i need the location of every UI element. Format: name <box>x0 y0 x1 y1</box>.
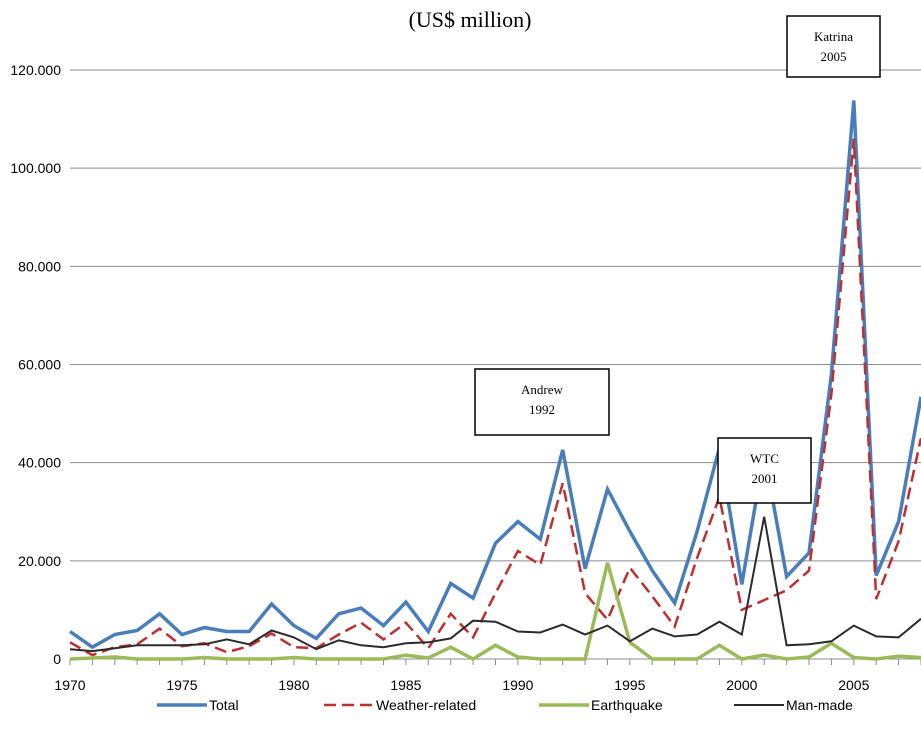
x-tick-label: 2000 <box>726 677 757 693</box>
x-tick-label: 1970 <box>54 677 85 693</box>
annotation-label: WTC <box>750 451 779 466</box>
y-tick-label: 80.000 <box>18 258 61 274</box>
y-tick-label: 120.000 <box>10 62 61 78</box>
series-line-man-made <box>69 516 921 653</box>
annotation-label: Andrew <box>521 382 563 397</box>
series-line-weather-related <box>69 138 921 657</box>
x-tick-label: 1990 <box>502 677 533 693</box>
x-tick-label: 1980 <box>278 677 309 693</box>
annotation-label: 2005 <box>821 49 847 64</box>
series-line-earthquake <box>69 562 921 662</box>
legend: Total Weather-related Earthquake Man-made <box>157 697 853 713</box>
annotation-label: 2001 <box>752 471 778 486</box>
annotation-frame <box>786 15 881 78</box>
y-tick-label: 60.000 <box>18 357 61 373</box>
x-tick-label: 2005 <box>838 677 869 693</box>
legend-label: Earthquake <box>591 697 663 713</box>
annotation-frame <box>474 368 610 436</box>
legend-item: Total <box>157 697 239 713</box>
series-lines <box>68 100 921 662</box>
legend-item: Man-made <box>734 697 853 713</box>
annotation-box: WTC 2001 <box>717 437 812 504</box>
annotation-box: Katrina 2005 <box>786 15 881 78</box>
legend-label: Total <box>209 697 239 713</box>
legend-item: Earthquake <box>539 697 663 713</box>
axes: 0 20.000 40.000 60.000 80.000 100.000 120.000 1… <box>10 62 921 693</box>
x-tick-label: 1975 <box>166 677 197 693</box>
grid <box>70 69 921 562</box>
y-tick-label: 0 <box>53 651 61 667</box>
chart-title: (US$ million) <box>409 7 532 32</box>
y-tick-label: 40.000 <box>18 455 61 471</box>
legend-label: Weather-related <box>376 697 476 713</box>
series-line-total <box>68 100 921 650</box>
annotation-label: Katrina <box>814 29 853 44</box>
x-tick-label: 1995 <box>614 677 645 693</box>
y-tick-label: 100.000 <box>10 160 61 176</box>
y-tick-label: 20.000 <box>18 553 61 569</box>
annotations: Andrew 1992 WTC 2001 Katrina 2005 <box>474 15 881 504</box>
annotation-frame <box>717 437 812 504</box>
annotation-label: 1992 <box>529 402 555 417</box>
legend-item: Weather-related <box>324 697 476 713</box>
annotation-box: Andrew 1992 <box>474 368 610 436</box>
legend-label: Man-made <box>786 697 853 713</box>
x-tick-label: 1985 <box>390 677 421 693</box>
